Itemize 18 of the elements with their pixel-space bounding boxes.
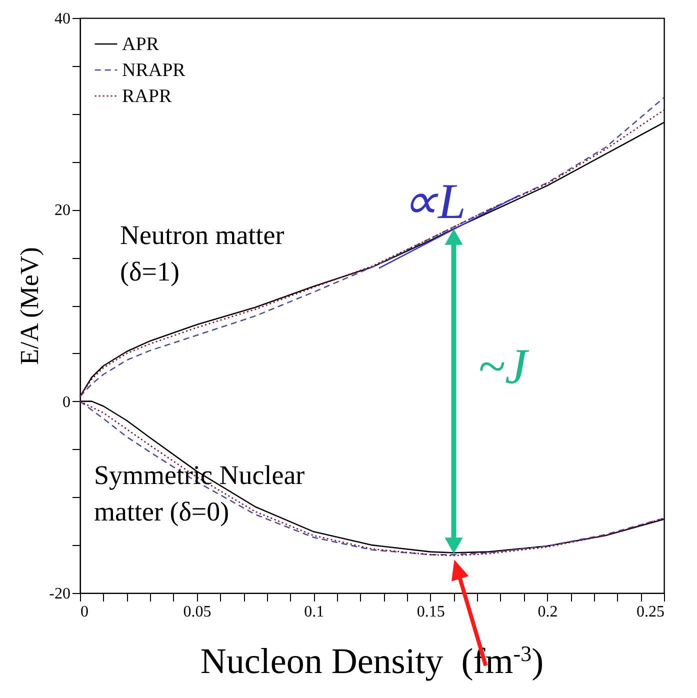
y-axis-title: E/A (MeV) <box>15 247 44 365</box>
x-tick-label: 0.1 <box>304 604 324 620</box>
y-tick-label: 40 <box>54 10 70 28</box>
annotation: ~J <box>478 338 530 394</box>
y-tick-label: 20 <box>54 202 70 220</box>
y-tick-label: 0 <box>62 394 70 411</box>
x-tick-label: 0.05 <box>183 604 212 620</box>
x-tick-label: 0.25 <box>636 604 664 620</box>
annotation: Neutron matter (δ=1) <box>120 220 284 286</box>
annotation: ∝L <box>402 173 466 229</box>
x-tick-label: 0.2 <box>538 604 558 620</box>
legend-label: NRAPR <box>122 60 186 81</box>
x-tick-label: 0 <box>80 604 88 620</box>
y-tick-label: -20 <box>49 586 70 602</box>
legend-label: APR <box>122 34 160 55</box>
x-tick-label: 0.15 <box>416 604 445 620</box>
x-axis-title: Nucleon Density (fm$^{-3}$) <box>200 640 544 681</box>
legend-label: RAPR <box>122 86 172 107</box>
